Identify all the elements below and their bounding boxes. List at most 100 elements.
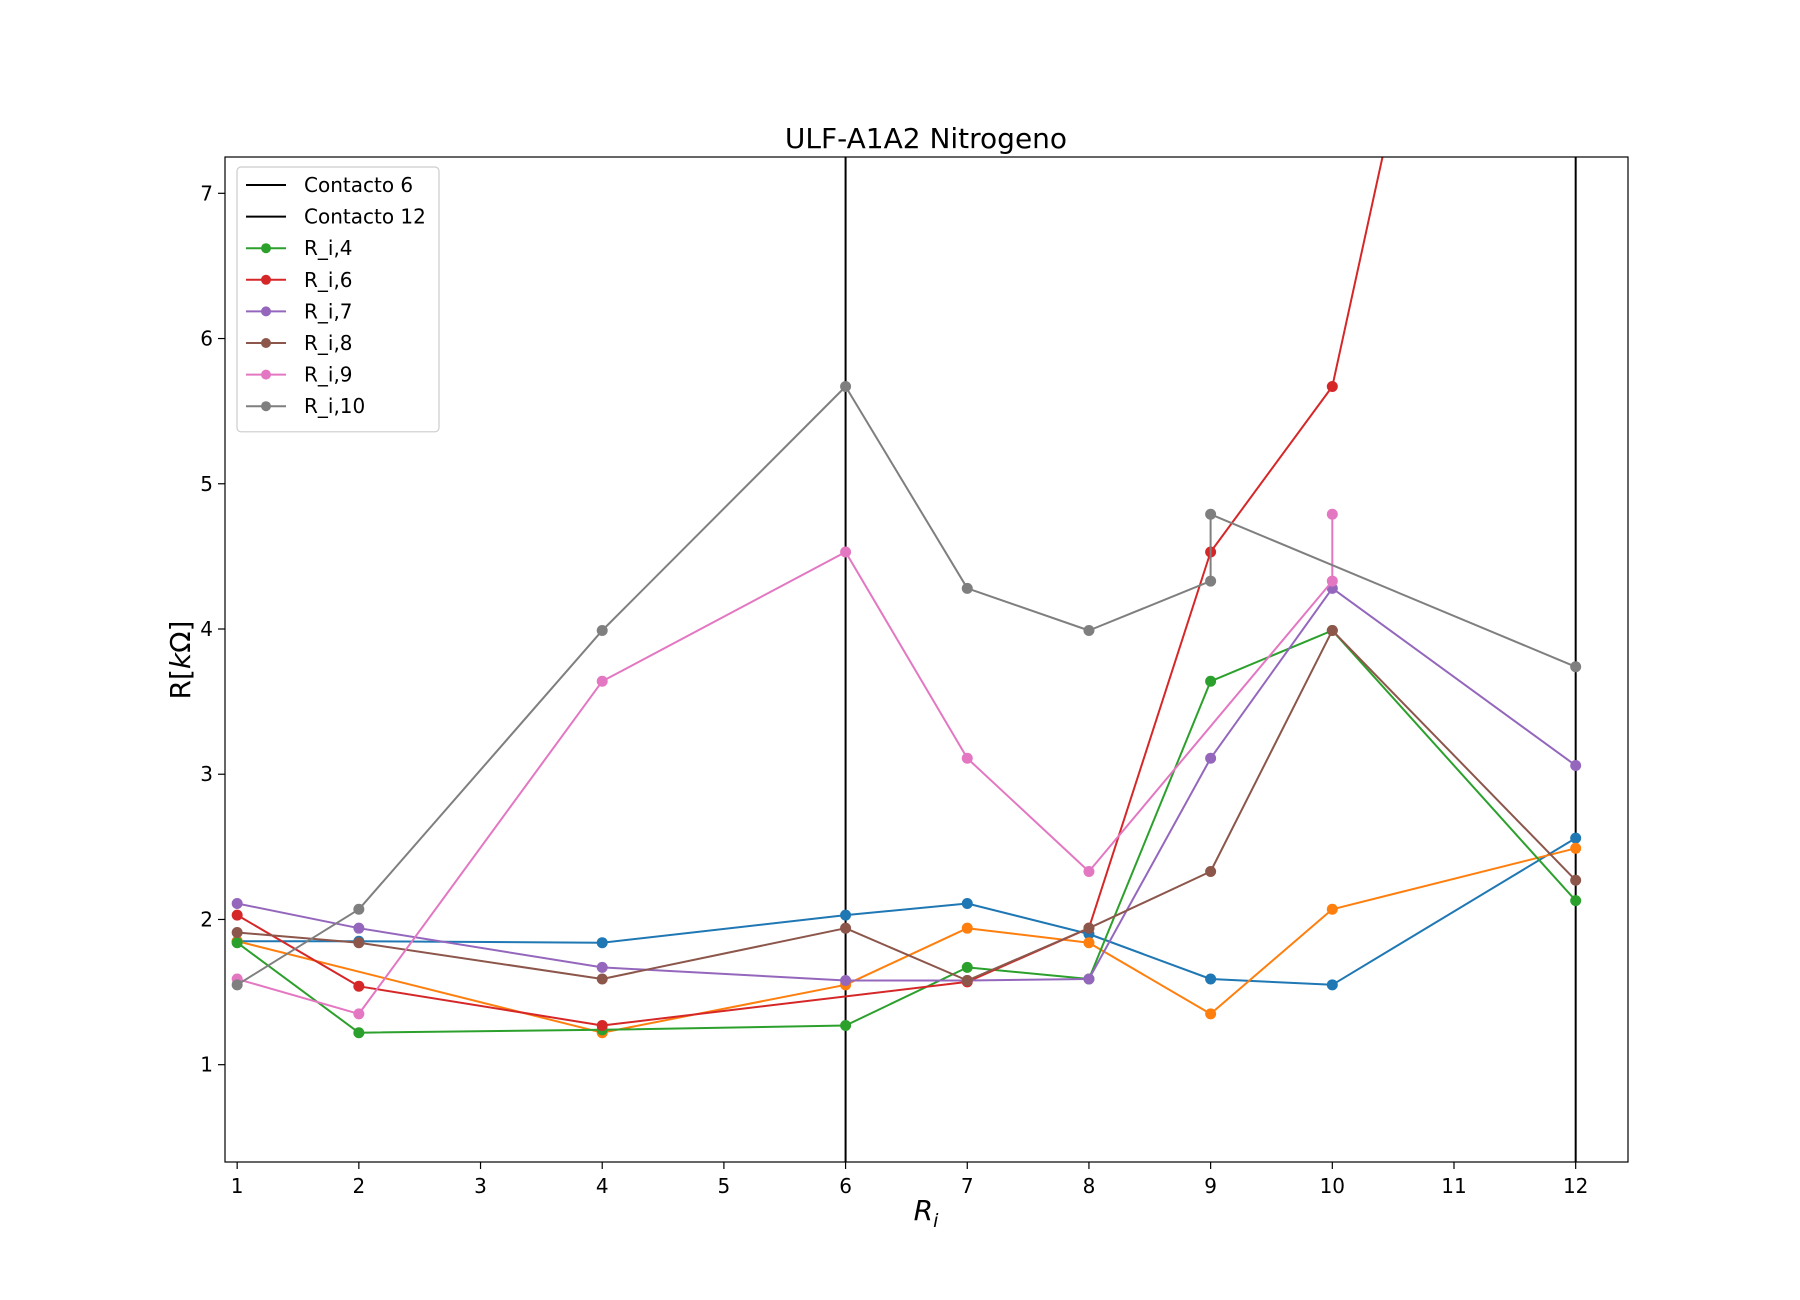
series-4-point xyxy=(231,909,243,921)
legend-marker xyxy=(261,243,271,254)
series-line-6 xyxy=(237,629,1577,982)
series-1-point xyxy=(1326,979,1338,991)
series-6-point xyxy=(1083,922,1095,934)
x-tick-label: 4 xyxy=(596,1174,609,1198)
series-8-point xyxy=(1205,508,1217,520)
series-7-point xyxy=(1326,575,1338,587)
legend-label: Contacto 12 xyxy=(304,205,426,229)
y-tick-label: 1 xyxy=(200,1053,213,1077)
series-8-point xyxy=(1083,624,1095,636)
series-6-point xyxy=(353,937,365,949)
chart-title: ULF-A1A2 Nitrogeno xyxy=(785,122,1067,155)
y-tick-label: 2 xyxy=(200,907,213,931)
series-5-point xyxy=(353,922,365,934)
legend-marker xyxy=(261,338,271,348)
x-tick-label: 5 xyxy=(718,1174,731,1198)
series-4-point xyxy=(353,980,365,992)
series-7-point xyxy=(353,1008,365,1020)
series-line-7 xyxy=(236,514,1334,1015)
legend-marker xyxy=(261,369,271,380)
series-2-point xyxy=(961,922,973,934)
legend-label: R_i,10 xyxy=(304,394,365,418)
series-5-point xyxy=(596,961,608,973)
x-tick-label: 12 xyxy=(1563,1174,1588,1198)
y-tick-label: 4 xyxy=(200,617,213,641)
series-5-point xyxy=(1205,752,1217,764)
y-tick-label: 3 xyxy=(200,762,213,786)
series-1-point xyxy=(840,909,852,921)
legend-label: Contacto 6 xyxy=(304,173,413,197)
x-tick-label: 6 xyxy=(839,1174,852,1198)
x-tick-label: 3 xyxy=(474,1174,487,1198)
legend-label: R_i,7 xyxy=(304,299,353,323)
legend-label: R_i,4 xyxy=(304,236,353,260)
plot-frame xyxy=(224,156,1629,1163)
x-tick-label: 11 xyxy=(1441,1174,1466,1198)
y-tick-label: 6 xyxy=(200,327,213,351)
series-5-point xyxy=(231,897,243,909)
series-2-point xyxy=(1205,1008,1217,1020)
x-tick-label: 8 xyxy=(1083,1174,1096,1198)
series-1-point xyxy=(1205,973,1217,985)
x-tick-label: 10 xyxy=(1320,1174,1345,1198)
series-3-point xyxy=(231,937,243,949)
legend: Contacto 6 Contacto 12 R_i,4 R_i,6 R_i,7 R_i,… xyxy=(236,166,440,433)
series-5-point xyxy=(1570,760,1582,772)
series-8-point xyxy=(231,979,243,991)
y-axis-label: R[kΩ] xyxy=(164,621,197,700)
series-3-point xyxy=(353,1027,365,1039)
series-1-point xyxy=(1570,832,1582,844)
series-6-point xyxy=(1205,866,1217,878)
series-8-point xyxy=(353,903,365,915)
series-3-point xyxy=(840,1019,852,1031)
series-8-point xyxy=(961,582,973,594)
series-6-point xyxy=(596,973,608,985)
series-1-point xyxy=(961,897,973,909)
series-3-point xyxy=(961,961,973,973)
series-6-point xyxy=(1326,624,1338,636)
series-2-point xyxy=(1326,903,1338,915)
series-3-point xyxy=(1570,895,1582,907)
x-tick-label: 9 xyxy=(1204,1174,1217,1198)
series-line-1 xyxy=(237,837,1577,986)
series-line-2 xyxy=(236,847,1576,1034)
legend-marker xyxy=(261,274,271,285)
series-4-point xyxy=(1326,380,1338,392)
legend-label: R_i,8 xyxy=(304,331,353,355)
series-2-point xyxy=(1083,937,1095,949)
series-6-point xyxy=(231,927,243,939)
series-7-point xyxy=(961,752,973,764)
legend-marker xyxy=(261,306,271,317)
series-8-point xyxy=(840,380,852,392)
y-tick-label: 7 xyxy=(200,181,213,205)
series-line-8 xyxy=(236,385,1577,986)
x-tick-label: 2 xyxy=(352,1174,365,1198)
y-tick-label: 5 xyxy=(200,472,213,496)
series-5-point xyxy=(1083,973,1095,985)
legend-label: R_i,9 xyxy=(304,363,353,387)
series-6-point xyxy=(1570,874,1582,886)
series-line-5 xyxy=(237,587,1577,982)
series-7-point xyxy=(840,546,852,558)
series-8-point xyxy=(1205,575,1217,587)
series-7-point xyxy=(596,675,608,687)
series-line-3 xyxy=(236,629,1577,1034)
series-4-point xyxy=(596,1019,608,1031)
legend-box xyxy=(236,166,440,433)
series-7-point xyxy=(1083,866,1095,878)
plot-marks xyxy=(231,157,1582,1162)
series-6-point xyxy=(961,974,973,986)
x-tick-label: 1 xyxy=(231,1174,244,1198)
x-axis-label: Ri xyxy=(914,1194,939,1232)
legend-label: R_i,6 xyxy=(304,268,353,292)
series-6-point xyxy=(840,922,852,934)
series-2-point xyxy=(1570,842,1582,854)
series-8-point xyxy=(596,624,608,636)
series-5-point xyxy=(840,974,852,986)
legend-marker xyxy=(261,401,271,412)
series-1-point xyxy=(596,937,608,949)
series-8-point xyxy=(1570,661,1582,673)
